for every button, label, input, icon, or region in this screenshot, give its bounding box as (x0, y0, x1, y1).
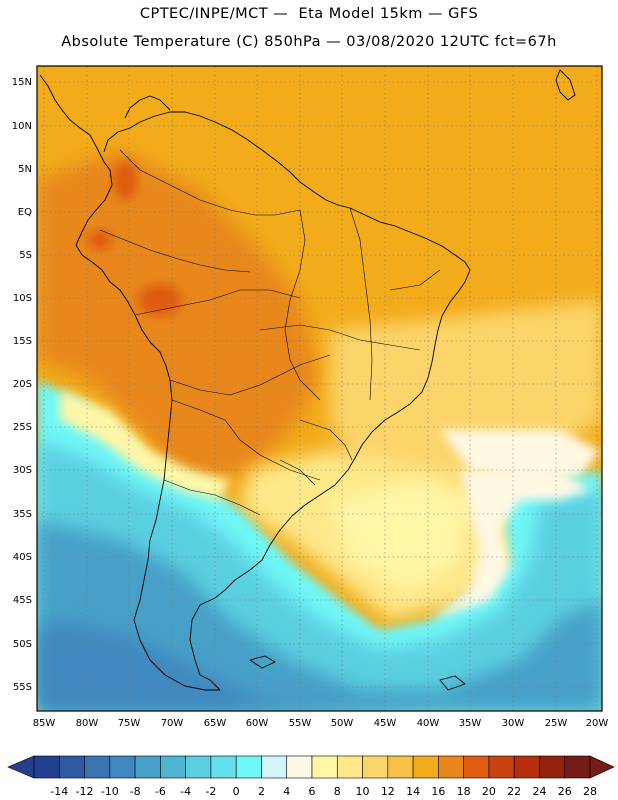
colorbar-tick-label: 4 (283, 785, 290, 798)
lat-label-5n: 5N (18, 164, 32, 175)
lon-label-50w: 50W (331, 718, 354, 729)
colorbar-tick-label: -2 (205, 785, 216, 798)
lon-label-30w: 30W (502, 718, 525, 729)
colorbar-tick-label: 24 (532, 785, 546, 798)
colorbar-tick-label: 0 (233, 785, 240, 798)
lat-label-5s: 5S (19, 250, 32, 261)
lon-label-35w: 35W (459, 718, 482, 729)
field-cream-northeast (440, 430, 600, 480)
lat-label-20s: 20S (13, 379, 32, 390)
colorbar-swatch (311, 755, 338, 779)
colorbar-swatch (261, 755, 288, 779)
colorbar-tick-label: -6 (155, 785, 166, 798)
lat-label-15s: 15S (13, 336, 32, 347)
colorbar-swatch (235, 755, 262, 779)
lat-label-45s: 45S (13, 595, 32, 606)
colorbar-tick-label: 18 (457, 785, 471, 798)
lon-label-25w: 25W (545, 718, 568, 729)
lat-label-25s: 25S (13, 422, 32, 433)
colorbar-tick-label: 10 (356, 785, 370, 798)
colorbar-swatch (58, 755, 85, 779)
title-line-2: Absolute Temperature (C) 850hPa — 03/08/… (61, 34, 557, 50)
colorbar-swatch (362, 755, 389, 779)
lat-label-15n: 15N (12, 77, 32, 88)
lat-label-55s: 55S (13, 682, 32, 693)
colorbar-tick-label: -8 (130, 785, 141, 798)
colorbar-swatch (210, 755, 237, 779)
colorbar-tick-label: 22 (507, 785, 521, 798)
colorbar-tick-label: -14 (50, 785, 68, 798)
temperature-field (37, 66, 602, 711)
map-frame (36, 65, 603, 712)
colorbar-swatch (387, 755, 414, 779)
colorbar-tick-label: 6 (309, 785, 316, 798)
colorbar-swatch (513, 755, 540, 779)
colorbar-tick-label: -12 (76, 785, 94, 798)
colorbar: -14 -12 -10 -8 -6 -4 -2 0 2 4 6 8 10 12 14 16 18 20 22 24 26… (7, 755, 615, 798)
colorbar-swatch (286, 755, 313, 779)
lat-label-40s: 40S (13, 552, 32, 563)
field-hotspot-north (113, 160, 137, 200)
lon-label-80w: 80W (76, 718, 99, 729)
lon-label-75w: 75W (118, 718, 141, 729)
country-borders (99, 149, 441, 516)
lat-label-10n: 10N (12, 121, 32, 132)
colorbar-swatch (564, 755, 591, 779)
field-hotspot-andes (138, 284, 182, 316)
colorbar-swatch (185, 755, 212, 779)
colorbar-swatch (539, 755, 566, 779)
colorbar-tick-label: 28 (583, 785, 597, 798)
field-blue-3 (37, 620, 420, 711)
lon-label-55w: 55W (289, 718, 312, 729)
colorbar-tick-label: -10 (101, 785, 119, 798)
lon-label-60w: 60W (246, 718, 269, 729)
field-pale-yellow (330, 480, 470, 590)
colorbar-tick-label: 20 (482, 785, 496, 798)
colorbar-tick-label: 16 (431, 785, 445, 798)
colorbar-arrow-left (7, 755, 35, 779)
lon-label-65w: 65W (204, 718, 227, 729)
lat-label-eq: EQ (18, 207, 32, 218)
colorbar-swatch (134, 755, 161, 779)
colorbar-swatch (463, 755, 490, 779)
longitude-labels: 85W 80W 75W 70W 65W 60W 55W 50W 45W 40W … (33, 718, 609, 729)
colorbar-swatch (488, 755, 515, 779)
field-hotspot-west (88, 230, 112, 250)
lon-label-85w: 85W (33, 718, 56, 729)
field-pale-southwest (60, 390, 230, 500)
lon-label-70w: 70W (161, 718, 184, 729)
lat-label-35s: 35S (13, 509, 32, 520)
lon-label-40w: 40W (417, 718, 440, 729)
colorbar-swatch (336, 755, 363, 779)
lat-label-10s: 10S (13, 293, 32, 304)
colorbar-tick-label: 26 (558, 785, 572, 798)
colorbar-arrow-right (589, 755, 615, 779)
colorbar-swatch (438, 755, 464, 779)
coastline (39, 69, 576, 691)
colorbar-swatch (109, 755, 136, 779)
colorbar-swatch (33, 755, 60, 779)
colorbar-tick-label: 12 (381, 785, 395, 798)
colorbar-tick-label: 8 (334, 785, 341, 798)
lon-label-20w: 20W (586, 718, 609, 729)
colorbar-swatch (160, 755, 186, 779)
lon-label-45w: 45W (374, 718, 397, 729)
lat-label-50s: 50S (13, 639, 32, 650)
title-line-1: CPTEC/INPE/MCT — Eta Model 15km — GFS (139, 6, 479, 22)
colorbar-tick-label: -4 (180, 785, 191, 798)
colorbar-tick-label: 14 (406, 785, 420, 798)
colorbar-tick-label: 2 (258, 785, 265, 798)
colorbar-swatch (412, 755, 439, 779)
colorbar-swatch (84, 755, 111, 779)
lat-label-30s: 30S (13, 465, 32, 476)
latitude-labels: 15N 10N 5N EQ 5S 10S 15S 20S 25S 30S 35S… (12, 77, 32, 693)
